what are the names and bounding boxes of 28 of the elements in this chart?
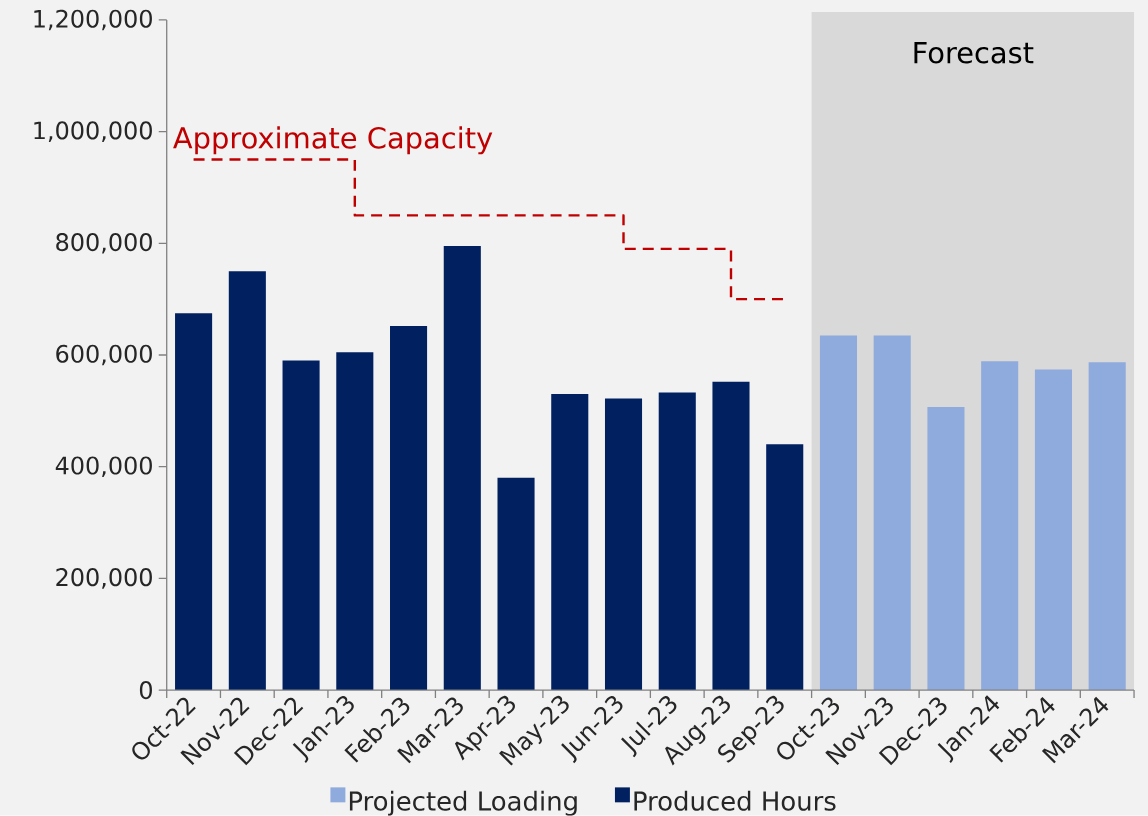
bar bbox=[658, 392, 696, 691]
series-label: Approximate Capacity bbox=[173, 126, 493, 155]
bar bbox=[497, 477, 535, 691]
bar bbox=[819, 335, 858, 691]
legend-label: Projected Loading bbox=[349, 790, 577, 816]
bar bbox=[175, 313, 213, 691]
bar bbox=[390, 326, 428, 691]
bar bbox=[282, 360, 320, 691]
bar bbox=[228, 271, 266, 691]
y-tick-label: 200,000 bbox=[56, 568, 152, 589]
bar bbox=[927, 407, 965, 691]
bar bbox=[1034, 369, 1072, 691]
y-tick-label: 1,200,000 bbox=[34, 9, 152, 31]
y-tick-label: 1,000,000 bbox=[34, 121, 152, 143]
bar bbox=[443, 246, 481, 691]
bar bbox=[604, 398, 643, 691]
y-tick-label: 600,000 bbox=[56, 344, 152, 366]
legend-label: Produced Hours bbox=[634, 790, 836, 811]
bar bbox=[712, 381, 750, 691]
bar bbox=[766, 444, 804, 691]
bar bbox=[551, 394, 589, 691]
bar bbox=[873, 335, 911, 691]
band-label: Forecast bbox=[914, 42, 1034, 64]
y-tick-label: 400,000 bbox=[55, 456, 152, 478]
bar bbox=[981, 361, 1019, 691]
bar bbox=[1088, 362, 1126, 691]
bar bbox=[336, 352, 374, 691]
y-tick-label: 800,000 bbox=[56, 233, 152, 254]
